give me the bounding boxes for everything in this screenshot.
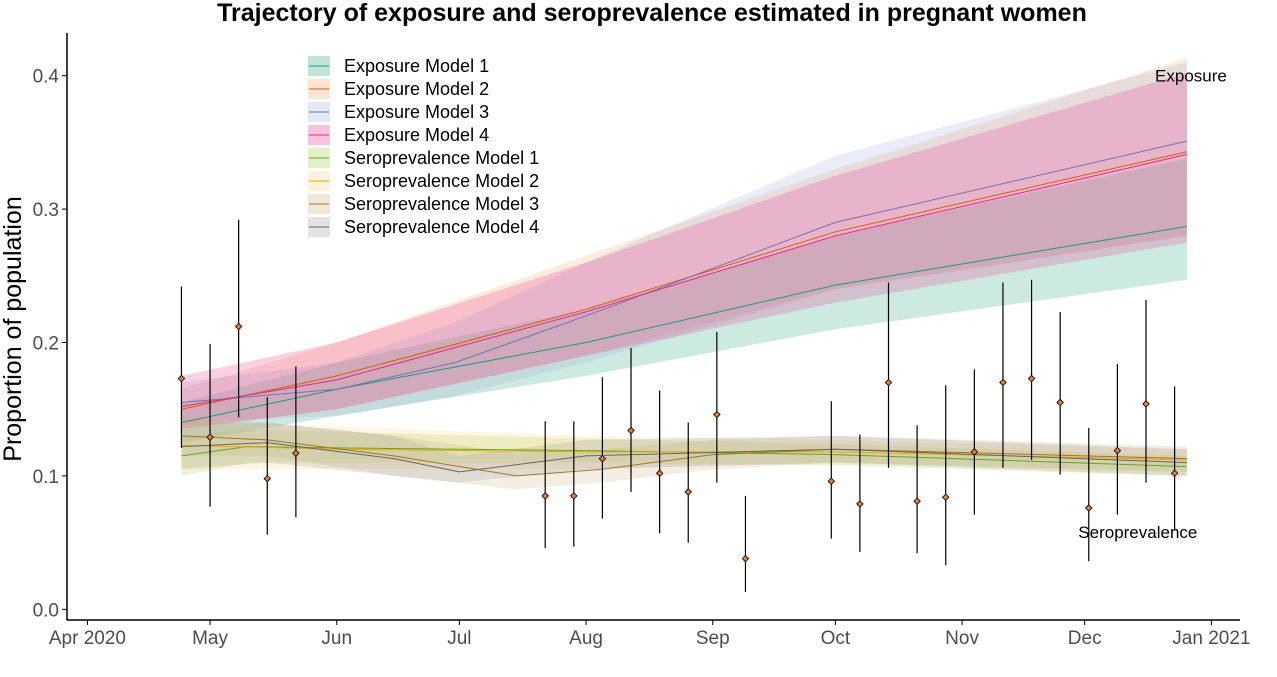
band-exposure-model-4 bbox=[181, 73, 1187, 430]
legend-label-exposure-model-2: Exposure Model 2 bbox=[344, 79, 489, 99]
y-tick-label: 0.4 bbox=[33, 67, 60, 88]
observation-point bbox=[1085, 504, 1093, 512]
line-seroprevalence-model-1 bbox=[181, 446, 1187, 468]
line-exposure-model-1 bbox=[181, 225, 1187, 424]
observation-point bbox=[970, 448, 979, 456]
observation-point bbox=[913, 497, 921, 506]
band-seroprevalence-model-2 bbox=[181, 422, 1187, 472]
observation-point bbox=[541, 492, 549, 500]
observation-point bbox=[1142, 400, 1150, 408]
x-tick-label: May bbox=[192, 628, 228, 649]
line-exposure-model-3 bbox=[181, 140, 1188, 403]
legend-label-seroprevalence-model-2: Seroprevalence Model 2 bbox=[344, 171, 539, 191]
x-ticks: Apr 2020 May Jun Jul Aug Sep Oct Nov Dec Jan 2021 bbox=[49, 620, 1250, 649]
observations bbox=[177, 219, 1179, 592]
observation-point bbox=[941, 493, 950, 502]
observation-point bbox=[627, 426, 635, 435]
x-tick-label: Dec bbox=[1068, 628, 1102, 649]
observation-point bbox=[598, 454, 607, 463]
observation-point bbox=[713, 410, 721, 419]
observation-point bbox=[234, 322, 243, 331]
legend: Exposure Model 1 Exposure Model 2 Exposure… bbox=[308, 56, 539, 237]
line-seroprevalence-model-2 bbox=[181, 444, 1187, 461]
y-tick-label: 0.3 bbox=[33, 200, 59, 221]
y-ticks: 0.0 0.1 0.2 0.3 0.4 bbox=[33, 67, 67, 621]
observation-point bbox=[1113, 446, 1122, 455]
line-exposure-model-2 bbox=[181, 151, 1188, 410]
annotation-seroprevalence: Seroprevalence bbox=[1078, 523, 1197, 542]
observation-point bbox=[1056, 398, 1064, 407]
observation-point bbox=[999, 378, 1007, 387]
legend-label-seroprevalence-model-3: Seroprevalence Model 3 bbox=[344, 194, 539, 214]
observation-point bbox=[292, 449, 300, 458]
legend-label-exposure-model-4: Exposure Model 4 bbox=[344, 125, 489, 145]
observation-point bbox=[741, 554, 750, 563]
y-tick-label: 0.2 bbox=[33, 334, 59, 355]
observation-point bbox=[827, 477, 836, 486]
legend-label-seroprevalence-model-1: Seroprevalence Model 1 bbox=[344, 148, 539, 168]
x-tick-label: Jun bbox=[321, 628, 352, 649]
observation-point bbox=[1170, 469, 1179, 478]
y-tick-label: 0.0 bbox=[33, 600, 59, 621]
band-exposure-model-2 bbox=[181, 58, 1187, 430]
observation-point bbox=[884, 378, 893, 387]
observation-point bbox=[263, 474, 272, 483]
x-tick-label: Oct bbox=[821, 628, 851, 649]
x-tick-label: Jan 2021 bbox=[1172, 628, 1250, 649]
confidence-bands bbox=[181, 58, 1187, 490]
model-lines bbox=[181, 140, 1188, 477]
observation-point bbox=[177, 374, 186, 383]
observation-point bbox=[684, 488, 693, 496]
annotation-exposure: Exposure bbox=[1155, 67, 1227, 86]
x-tick-label: Aug bbox=[569, 628, 603, 649]
observation-point bbox=[206, 433, 214, 441]
y-axis-label: Proportion of population bbox=[0, 196, 27, 461]
y-tick-label: 0.1 bbox=[33, 467, 59, 488]
legend-label-exposure-model-3: Exposure Model 3 bbox=[344, 102, 489, 122]
band-exposure-model-3 bbox=[181, 62, 1187, 423]
x-tick-label: Apr 2020 bbox=[49, 628, 126, 649]
chart-title: Trajectory of exposure and seroprevalenc… bbox=[217, 0, 1087, 27]
observation-point bbox=[570, 492, 578, 500]
x-tick-label: Jul bbox=[447, 628, 471, 649]
line-exposure-model-4 bbox=[181, 153, 1188, 407]
observation-point bbox=[655, 469, 664, 478]
legend-label-seroprevalence-model-4: Seroprevalence Model 4 bbox=[344, 217, 539, 237]
legend-label-exposure-model-1: Exposure Model 1 bbox=[344, 56, 489, 76]
observation-point bbox=[856, 500, 864, 508]
x-tick-label: Nov bbox=[945, 628, 979, 649]
observation-point bbox=[1027, 374, 1036, 383]
x-tick-label: Sep bbox=[696, 628, 730, 649]
